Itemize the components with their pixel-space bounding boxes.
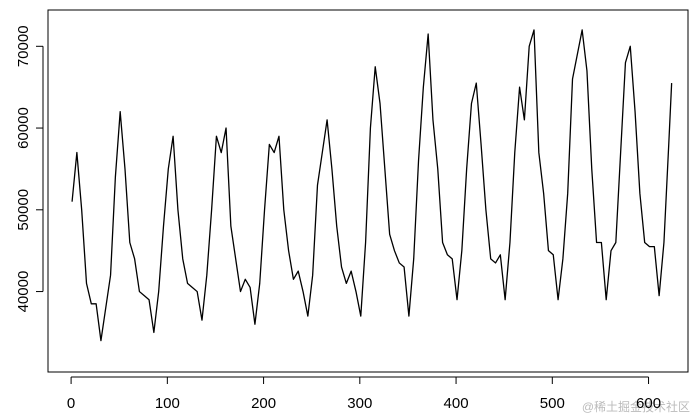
x-tick-label: 300	[347, 395, 372, 412]
x-tick-label: 500	[540, 395, 565, 412]
watermark: @稀土掘金技术社区	[582, 399, 690, 414]
y-tick-label: 40000	[15, 271, 32, 313]
series-line	[71, 29, 673, 342]
x-tick-label: 100	[155, 395, 180, 412]
x-tick-label: 600	[636, 395, 661, 412]
y-tick-label: 50000	[15, 189, 32, 231]
y-tick-label: 70000	[15, 25, 32, 67]
x-tick-label: 200	[251, 395, 276, 412]
plot-frame	[47, 9, 689, 373]
x-tick-label: 400	[444, 395, 469, 412]
y-tick-label: 60000	[15, 107, 32, 149]
x-tick-label: 0	[67, 395, 75, 412]
